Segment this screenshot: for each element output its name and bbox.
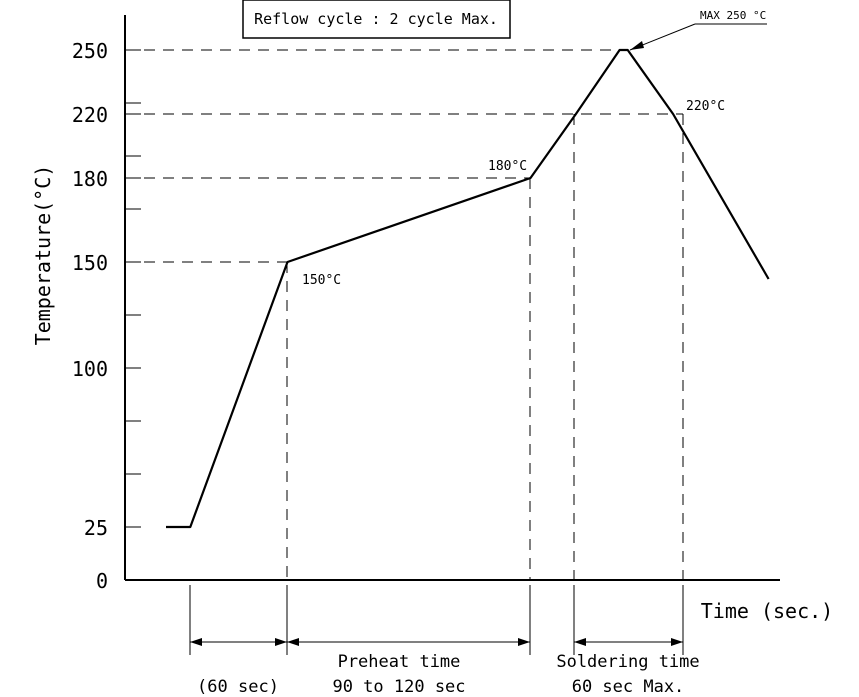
temperature-profile-line bbox=[166, 48, 770, 529]
horizontal-guides bbox=[125, 49, 683, 263]
y-axis-title: Temperature(°C) bbox=[31, 165, 55, 346]
y-tick-label: 250 bbox=[72, 39, 108, 63]
y-ticks: 0 25 100 150 180 220 250 bbox=[72, 39, 141, 593]
interval-3-label-line2: 60 sec Max. bbox=[572, 677, 685, 697]
interval-arrowheads bbox=[190, 638, 683, 646]
max-annotation: MAX 250 °C bbox=[629, 9, 767, 51]
max-arrowhead bbox=[630, 41, 644, 50]
label-180: 180°C bbox=[488, 159, 527, 174]
label-220: 220°C bbox=[686, 99, 725, 114]
interval-2-label-line2: 90 to 120 sec bbox=[332, 677, 465, 697]
vertical-guides bbox=[286, 114, 684, 580]
x-axis-title: Time (sec.) bbox=[701, 599, 833, 623]
minor-ticks bbox=[125, 102, 141, 475]
chart-title: Reflow cycle : 2 cycle Max. bbox=[254, 10, 498, 28]
interval-1-label: (60 sec) bbox=[197, 677, 279, 697]
y-tick-label: 220 bbox=[72, 103, 108, 127]
interval-3-label-line1: Soldering time bbox=[556, 652, 699, 672]
y-tick-label: 100 bbox=[72, 357, 108, 381]
y-tick-label: 180 bbox=[72, 167, 108, 191]
label-max: MAX 250 °C bbox=[700, 9, 766, 22]
y-tick-label: 150 bbox=[72, 251, 108, 275]
interval-2-label-line1: Preheat time bbox=[338, 652, 461, 672]
label-150: 150°C bbox=[302, 273, 341, 288]
y-tick-label: 0 bbox=[96, 569, 108, 593]
interval-brackets bbox=[189, 585, 684, 655]
y-tick-label: 25 bbox=[84, 516, 108, 540]
title-box: Reflow cycle : 2 cycle Max. bbox=[242, 0, 511, 39]
